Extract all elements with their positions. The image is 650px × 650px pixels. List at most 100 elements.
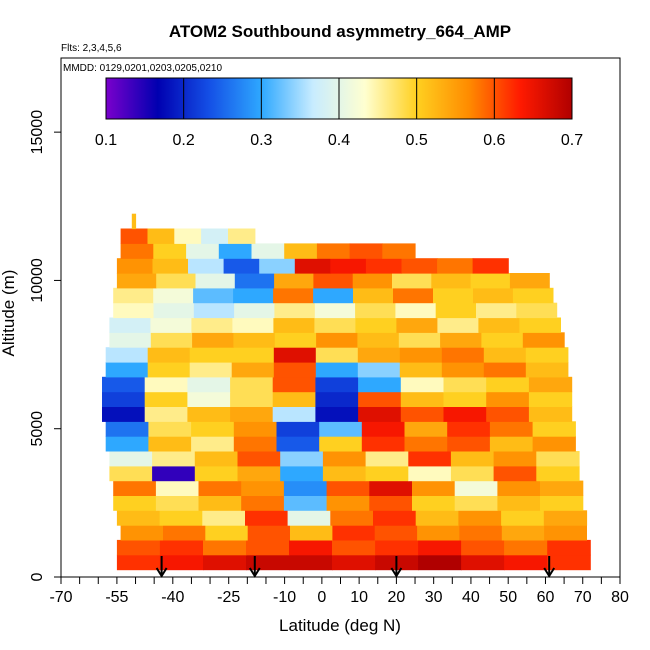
- heatmap-cell: [528, 376, 573, 393]
- heatmap-cell: [233, 332, 276, 348]
- heatmap-cell: [441, 347, 485, 363]
- heatmap-cell: [159, 539, 204, 556]
- heatmap-cell: [150, 317, 192, 333]
- heatmap-cell: [399, 362, 443, 378]
- heatmap-cell: [315, 347, 359, 363]
- heatmap-cell: [361, 436, 406, 452]
- heatmap-cell: [355, 302, 396, 319]
- y-tick-label: 5000: [29, 411, 46, 447]
- heatmap-cell: [251, 243, 285, 259]
- heatmap-cell: [233, 287, 274, 304]
- heatmap-cell: [314, 317, 356, 333]
- heatmap-cell: [315, 391, 359, 407]
- heatmap-cell: [276, 421, 320, 437]
- heatmap-cell: [201, 228, 229, 244]
- heatmap-cell: [375, 539, 419, 556]
- heatmap-cell: [443, 391, 487, 407]
- heatmap-cell: [276, 436, 320, 452]
- heatmap-cell: [443, 406, 487, 422]
- heatmap-cell: [486, 391, 530, 407]
- heatmap-cell: [194, 451, 239, 467]
- heatmap-cell: [501, 525, 545, 541]
- heatmap-cell: [476, 302, 517, 319]
- heatmap-cell: [396, 317, 438, 333]
- heatmap-cell: [493, 465, 537, 482]
- heatmap-cell: [237, 465, 281, 482]
- heatmap-cell: [231, 362, 275, 378]
- heatmap-cell: [116, 258, 154, 274]
- heatmap-cell: [203, 554, 247, 571]
- heatmap-cell: [144, 391, 188, 407]
- heatmap-cell: [361, 421, 406, 437]
- heatmap-cell: [116, 510, 161, 526]
- heatmap-cell: [148, 421, 192, 437]
- heatmap-cell: [187, 376, 231, 393]
- heatmap-cell: [109, 451, 153, 467]
- heatmap-cell: [418, 539, 462, 556]
- heatmap-cell: [374, 525, 418, 541]
- heatmap-cell: [116, 539, 161, 556]
- heatmap-cell: [153, 302, 195, 319]
- heatmap-cell: [418, 554, 462, 571]
- heatmap-cell: [525, 362, 569, 378]
- heatmap-cell: [412, 495, 456, 511]
- heatmap-cell: [540, 480, 584, 496]
- x-tick-label: -40: [161, 589, 184, 606]
- heatmap-cell: [450, 465, 495, 482]
- flight-arrow: [390, 556, 403, 578]
- heatmap-cell: [230, 391, 274, 407]
- heatmap-cell: [316, 332, 358, 348]
- heatmap-cell: [431, 273, 472, 289]
- heatmap-cell: [273, 347, 317, 363]
- heatmap-cell: [287, 510, 331, 526]
- x-tick-label: 80: [611, 589, 629, 606]
- heatmap-cell: [218, 243, 253, 259]
- heatmap-cell: [408, 451, 452, 467]
- heatmap-cell: [481, 332, 524, 348]
- heatmap-cell: [417, 525, 460, 541]
- heatmap-cell: [443, 376, 487, 393]
- heatmap-cell: [332, 554, 376, 571]
- heatmap-cell: [352, 273, 393, 289]
- heatmap-cell: [382, 243, 416, 259]
- heatmap-cell: [233, 421, 278, 437]
- y-axis: 0 5000 10000 15000: [29, 110, 61, 581]
- heatmap-cell: [189, 347, 233, 363]
- heatmap-cell: [315, 362, 359, 378]
- heatmap-cell: [357, 347, 401, 363]
- heatmap-cell: [113, 302, 155, 319]
- heatmap-cell: [116, 554, 161, 571]
- heatmap-cell: [486, 406, 530, 422]
- heatmap-cell: [540, 495, 584, 511]
- heatmap-cell: [497, 495, 541, 511]
- heatmap-cell: [228, 228, 256, 244]
- heatmap-cell: [547, 554, 591, 571]
- heatmap-cell: [273, 317, 315, 333]
- heatmap-cell: [150, 332, 193, 348]
- heatmap-cell: [102, 406, 146, 422]
- heatmap-cell: [147, 228, 175, 244]
- heatmap-cell: [536, 465, 580, 482]
- heatmap-cell: [241, 480, 285, 496]
- heatmap-cell: [400, 391, 445, 407]
- heatmap-cell: [191, 317, 233, 333]
- heatmap-cell: [473, 287, 514, 304]
- heatmap-cell: [369, 480, 413, 496]
- heatmap-cell: [395, 302, 437, 319]
- heatmap-cell: [155, 495, 200, 511]
- heatmap-cell: [483, 362, 527, 378]
- dates-label: MMDD: 0129,0201,0203,0205,0210: [63, 63, 222, 74]
- heatmap-cell: [369, 495, 413, 511]
- heatmap-cell: [144, 376, 188, 393]
- heatmap-cell: [319, 436, 363, 452]
- heatmap-cell: [393, 287, 434, 304]
- heatmap-cell: [415, 510, 459, 526]
- heatmap-cell: [187, 391, 231, 407]
- x-tick-label: 30: [425, 589, 443, 606]
- y-tick-label: 0: [29, 572, 46, 581]
- heatmap-cell: [230, 406, 274, 422]
- heatmap-cell: [528, 391, 573, 407]
- heatmap-cell: [332, 539, 376, 556]
- heatmap-cell: [247, 525, 291, 541]
